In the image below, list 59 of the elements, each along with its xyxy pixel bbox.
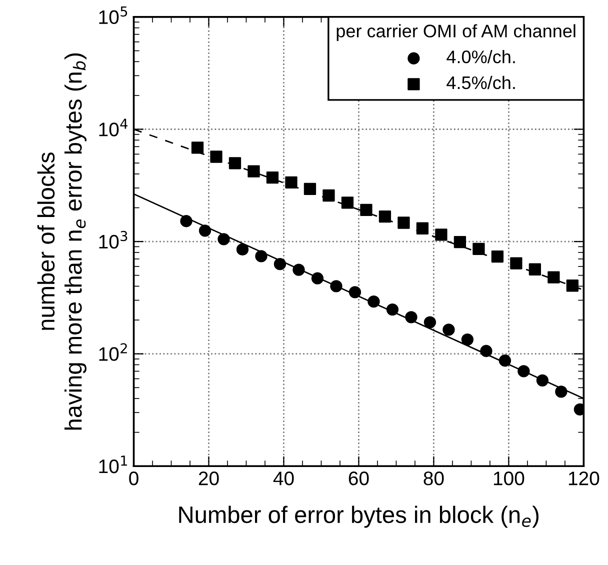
point — [311, 272, 324, 284]
point — [285, 176, 298, 189]
x-tick-label: 60 — [348, 472, 369, 486]
point — [510, 257, 522, 270]
point — [341, 196, 354, 209]
x-tick-label: 0 — [129, 472, 138, 486]
point — [518, 365, 530, 378]
point — [330, 280, 342, 292]
point — [228, 157, 242, 170]
x-tick-label: 80 — [424, 472, 444, 486]
point — [555, 386, 568, 398]
point — [274, 258, 286, 270]
point — [236, 243, 249, 256]
point — [218, 233, 230, 246]
x-tick-label: 120 — [568, 472, 600, 486]
point — [348, 286, 362, 298]
point — [292, 264, 305, 276]
point — [480, 344, 492, 358]
point — [304, 182, 316, 196]
point — [322, 189, 335, 202]
y-tick-label: 10$^{5}$ — [99, 6, 128, 24]
point — [528, 263, 542, 276]
point — [191, 142, 204, 154]
point — [472, 242, 485, 255]
point — [198, 224, 212, 237]
point — [442, 324, 455, 336]
x-axis-title: Number of error bytes in block (n$_{e}$) — [179, 506, 539, 528]
point — [405, 311, 418, 324]
y-tick-label: 10$^{4}$ — [99, 118, 128, 136]
point — [378, 210, 392, 223]
point — [435, 228, 448, 241]
point — [566, 280, 579, 292]
y-tick-label: 10$^{1}$ — [99, 456, 128, 474]
point — [424, 316, 436, 328]
point — [255, 250, 268, 262]
y-axis-title: number of blocks having more than n$_{e}$ error bytes (n$_{b}$) — [37, 53, 86, 430]
legend-label: 4.5%/ch. — [446, 76, 515, 90]
point — [248, 165, 260, 178]
y-tick-label: 10$^{2}$ — [99, 343, 127, 361]
x-tick-label: 100 — [494, 472, 524, 486]
point — [386, 303, 399, 316]
legend-title: per carrier OMI of AM channel — [336, 24, 576, 42]
point — [180, 215, 192, 228]
point — [210, 150, 222, 163]
point — [398, 216, 410, 229]
x-tick-label: 40 — [273, 472, 294, 486]
point — [491, 250, 504, 263]
point — [416, 222, 429, 234]
point — [360, 204, 372, 216]
y-tick-label: 10$^{3}$ — [99, 230, 128, 249]
point — [454, 236, 466, 248]
point — [461, 333, 474, 346]
x-tick-label: 20 — [198, 472, 219, 486]
point — [498, 354, 512, 367]
point — [266, 172, 279, 184]
point — [536, 374, 549, 386]
legend-label: 4.0%/ch. — [446, 50, 515, 64]
point — [368, 296, 380, 308]
point — [548, 271, 560, 284]
